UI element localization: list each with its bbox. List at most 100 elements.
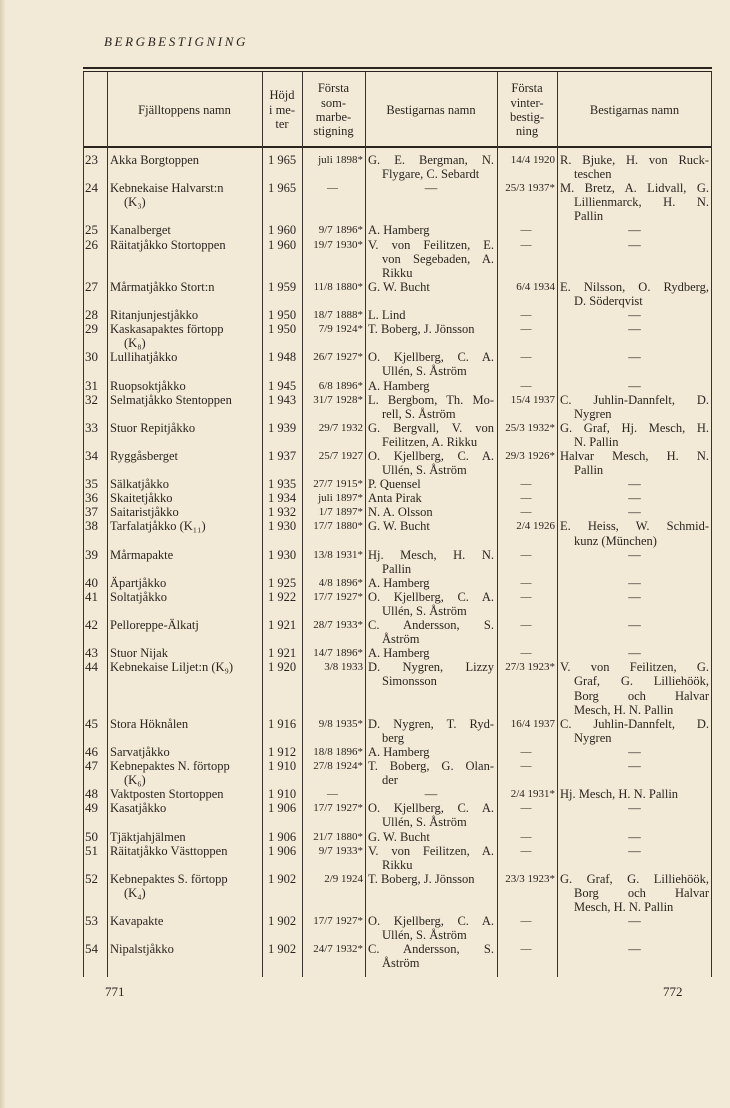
cell-line: G. E. Bergman, N.	[368, 153, 494, 167]
header-first-winter: Första vinter- bestig- ning	[509, 81, 545, 139]
height: 1 906	[267, 801, 297, 816]
cell-line: D. Nygren, T. Ryd-	[368, 716, 494, 731]
table-row: 44 Kebnekaise Liljet:n (K₉) 1 920 3/8 1933 D…	[83, 660, 712, 717]
row-number: 42	[85, 617, 98, 633]
peak-name: Tjäktjahjälmen	[110, 829, 186, 844]
summer-climbers: A. Hamberg	[368, 646, 430, 661]
peak-name: Stuor Nijak	[110, 646, 168, 661]
page-number-left: 771	[105, 984, 125, 999]
cell-line: E. Nilsson, O. Rydberg,	[560, 279, 709, 294]
winter-climbers: R. Bjuke, H. von Ruck-teschen	[557, 153, 712, 181]
winter-climbers: —	[628, 378, 641, 393]
cell-line: N. Pallin	[574, 434, 619, 449]
winter-climbers: C. Juhlin-Dannfelt, D. Nygren	[557, 717, 712, 745]
cell-line: Pallin	[382, 561, 412, 576]
first-winter-ascent: —	[520, 576, 532, 589]
table-row: 37 Saitaristjåkko 1 932 1/7 1897* N. A. Olss…	[83, 505, 712, 520]
summer-climbers: A. Hamberg	[368, 575, 430, 590]
cell-line: O. Kjellberg, C. A.	[368, 350, 494, 365]
row-number: 51	[85, 842, 98, 858]
cell-line: Åström	[382, 956, 420, 971]
first-summer-ascent: 26/7 1927*	[313, 351, 363, 364]
height: 1 921	[267, 646, 297, 661]
cell-line: Ullén, S. Åström	[382, 364, 467, 379]
height: 1 959	[267, 279, 297, 294]
peak-name: Sälkatjåkko	[110, 477, 170, 492]
cell-line: C. Juhlin-Dannfelt, D.	[560, 392, 709, 407]
first-summer-ascent: 13/8 1931*	[313, 548, 363, 561]
height: 1 960	[267, 223, 297, 238]
summer-climbers: A. Hamberg	[368, 223, 430, 238]
cell-line: kunz (München)	[574, 533, 657, 548]
cell-line: Hj. Mesch, H. N.	[368, 547, 494, 562]
first-winter-ascent: —	[520, 915, 532, 928]
header-height: Höjd i me- ter	[268, 88, 296, 132]
winter-climbers: —	[628, 589, 641, 604]
winter-climbers: —	[628, 505, 641, 520]
table-row: 24 Kebnekaise Halvarst:n (K₃) 1 965 — — 25/3 1…	[83, 181, 712, 224]
summer-climbers: O. Kjellberg, C. A. Ullén, S. Åström	[365, 590, 497, 618]
summer-climbers: L. Lind	[368, 308, 406, 323]
row-number: 36	[85, 490, 98, 506]
cell-line: Graf, G. Lilliehöök,	[574, 674, 709, 689]
height: 1 902	[267, 871, 297, 886]
first-summer-ascent: 9/7 1933*	[318, 844, 363, 857]
winter-climbers: —	[628, 223, 641, 238]
first-winter-ascent: 14/4 1920	[510, 154, 555, 166]
winter-climbers: —	[628, 843, 641, 858]
peak-name: Kebnekaise Liljet:n (K₉)	[110, 660, 234, 675]
peak-name: Lullihatjåkko	[110, 350, 178, 365]
summer-climbers: N. A. Olsson	[368, 505, 433, 520]
summer-climbers: D. Nygren, Lizzy Simonsson	[365, 660, 497, 716]
first-winter-ascent: —	[520, 760, 532, 773]
height: 1 925	[267, 575, 297, 590]
peak-name: Ruopsoktjåkko	[110, 378, 186, 393]
page-edge	[0, 0, 6, 1108]
cell-line: L. Bergbom, Th. Mo-	[368, 392, 494, 407]
winter-climbers: —	[628, 491, 641, 506]
cell-line: G. Graf, Hj. Mesch, H.	[560, 420, 709, 435]
table-row: 54 Nipalstjåkko 1 902 24/7 1932* C. Andersso…	[83, 941, 712, 971]
column-divider	[557, 72, 558, 977]
winter-climbers: —	[628, 744, 641, 759]
row-number: 27	[85, 278, 98, 294]
table-row: 45 Stora Höknålen 1 916 9/8 1935* D. Nygren,…	[83, 716, 712, 745]
first-winter-ascent: —	[520, 802, 532, 815]
peak-name: Stora Höknålen	[110, 716, 189, 731]
table-row: 48 Vaktposten Stortoppen 1 910 — — 2/4 1931* H…	[83, 787, 712, 802]
table-row: 34 Ryggåsberget 1 937 25/7 1927 O. Kjellberg…	[83, 448, 712, 477]
height: 1 930	[267, 547, 297, 562]
summer-climbers: —	[424, 181, 438, 196]
row-number: 29	[85, 321, 98, 337]
cell-line: Kebnepaktes S. förtopp	[110, 871, 228, 886]
cell-line: T. Boberg, G. Olan-	[368, 759, 494, 774]
peak-name: Räitatjåkko Stortoppen	[110, 237, 226, 252]
table-top-rule	[83, 67, 712, 69]
winter-climbers: —	[628, 237, 641, 252]
first-winter-ascent: 25/3 1932*	[505, 421, 555, 434]
cell-line: Nygren	[574, 406, 612, 421]
cell-line: Borg och Halvar	[574, 688, 709, 703]
row-number: 41	[85, 588, 98, 604]
cell-line: Ullén, S. Åström	[382, 604, 467, 618]
cell-line: Halvar Mesch, H. N.	[560, 448, 709, 463]
first-winter-ascent: —	[520, 323, 532, 336]
first-winter-ascent: —	[520, 745, 532, 758]
height: 1 960	[267, 237, 297, 252]
peak-name: Kebnepaktes S. förtopp (K₄)	[107, 872, 262, 914]
summer-climbers: —	[424, 787, 438, 802]
row-number: 25	[85, 222, 98, 238]
first-summer-ascent: 17/7 1927*	[313, 802, 363, 815]
table-row: 33 Stuor Repitjåkko 1 939 29/7 1932 G. Bergv…	[83, 420, 712, 449]
table-row: 46 Sarvatjåkko 1 912 18/8 1896* A. Hamberg — —	[83, 744, 712, 759]
table-row: 42 Pelloreppe-Älkatj 1 921 28/7 1933* C. And…	[83, 617, 712, 646]
row-number: 54	[85, 941, 98, 957]
cell-line: Simonsson	[382, 674, 437, 689]
table-row: 49 Kasatjåkko 1 906 17/7 1927* O. Kjellberg,…	[83, 801, 712, 830]
page-number-right: 772	[663, 984, 683, 999]
header-first-summer: Första som- marbe- stigning	[313, 81, 354, 139]
height: 1 965	[267, 181, 297, 196]
summer-climbers: C. Andersson, S. Åström	[365, 618, 497, 646]
winter-climbers: Hj. Mesch, H. N. Pallin	[560, 787, 679, 802]
table-row: 25 Kanalberget 1 960 9/7 1896* A. Hamberg — —	[83, 222, 712, 238]
